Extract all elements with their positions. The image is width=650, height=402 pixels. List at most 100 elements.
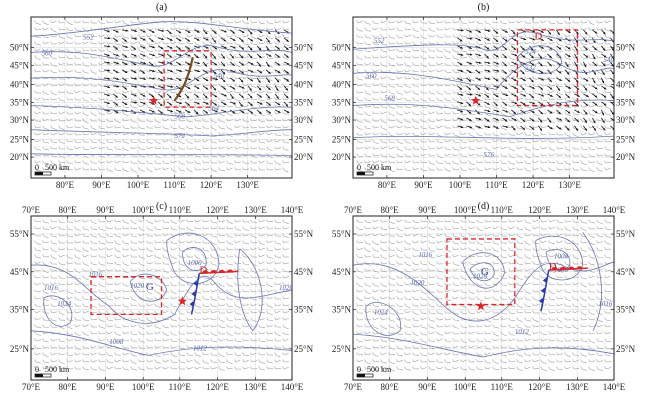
wind-barb-flag (274, 282, 277, 286)
wind-barb (405, 85, 411, 88)
wind-barb-flag (484, 20, 487, 24)
wind-barb (123, 133, 129, 136)
wind-barb-flag (356, 55, 359, 59)
wind-barb-flag (572, 55, 575, 59)
wind-barb-flag (218, 27, 221, 31)
scale-distance: 500 km (367, 163, 392, 172)
wind-barb-flag (540, 41, 543, 45)
wind-arrow-head (496, 94, 499, 98)
wind-barb (91, 127, 97, 131)
wind-barb (187, 248, 193, 251)
wind-barb-flag (218, 118, 221, 122)
wind-barb-flag (194, 125, 197, 129)
wind-barb-flag (564, 160, 567, 164)
wind-barb-flag (274, 240, 277, 244)
wind-barb (557, 120, 563, 123)
wind-barb-flag (210, 104, 213, 108)
wind-barb-flag (274, 125, 277, 129)
wind-barb (83, 249, 89, 253)
wind-arrow-head (478, 78, 481, 81)
wind-barb (219, 263, 226, 265)
wind-arrow-head (107, 54, 110, 57)
wind-barb-flag (588, 55, 591, 59)
wind-barb (541, 71, 547, 74)
wind-barb (163, 167, 169, 171)
wind-barb (541, 92, 547, 95)
wind-arrow-head (250, 111, 253, 114)
wind-barb (115, 235, 121, 238)
wind-barb-flag (138, 146, 141, 150)
wind-barb (453, 42, 459, 45)
wind-barb (533, 99, 539, 102)
wind-barb (235, 50, 241, 53)
wind-barb-flag (380, 41, 383, 45)
wind-barb-flag (500, 132, 503, 136)
wind-arrow-head (169, 38, 173, 41)
wind-barb (365, 92, 371, 95)
wind-barb-flag (580, 118, 583, 122)
wind-barb-flag (146, 317, 149, 321)
wind-barb-flag (580, 69, 583, 73)
wind-barb (429, 92, 435, 95)
wind-barb-flag (202, 310, 205, 314)
wind-barb-flag (258, 233, 261, 237)
wind-barb (59, 305, 65, 309)
wind-barb-flag (66, 282, 69, 286)
wind-barb (485, 113, 491, 117)
wind-barb-flag (202, 226, 205, 230)
wind-barb (589, 133, 595, 136)
wind-barb-flag (98, 90, 101, 94)
lon-tick-label: 130°E (558, 180, 581, 190)
wind-barb-flag (436, 55, 439, 59)
wind-arrow-head (469, 62, 472, 65)
wind-barb (469, 36, 475, 39)
wind-barb-flag (210, 48, 213, 52)
wind-barb-flag (532, 132, 535, 136)
wind-barb-flag (58, 219, 61, 223)
isoline (31, 21, 292, 37)
wind-barb-flag (412, 167, 415, 171)
wind-barb-flag (556, 55, 559, 59)
wind-barb-flag (428, 34, 431, 38)
wind-barb (227, 291, 233, 295)
wind-barb (59, 248, 65, 251)
wind-barb-flag (532, 55, 535, 59)
wind-barb-flag (508, 139, 511, 143)
wind-barb (509, 141, 516, 143)
wind-barb (469, 127, 475, 130)
wind-barb (43, 326, 50, 328)
wind-barb-flag (194, 324, 197, 328)
wind-barb (43, 92, 49, 95)
wind-barb (437, 21, 443, 24)
wind-barb-flag (258, 76, 261, 80)
wind-arrow-head (196, 86, 200, 89)
wind-barb-flag (460, 139, 463, 143)
wind-barb-flag (508, 104, 511, 108)
wind-barb-flag (34, 219, 37, 223)
wind-barb (267, 85, 273, 89)
wind-barb-flag (170, 118, 173, 122)
wind-arrow-head (115, 39, 118, 42)
wind-barb-flag (420, 139, 423, 143)
wind-barb-flag (122, 104, 125, 108)
wind-barb (605, 20, 611, 24)
wind-arrow-head (115, 70, 119, 73)
wind-barb (453, 148, 459, 151)
wind-barb (581, 169, 588, 171)
wind-barb (187, 291, 193, 295)
wind-barb (605, 167, 611, 171)
wind-arrow-head (205, 78, 209, 81)
wind-barb-flag (420, 83, 423, 87)
wind-barb (485, 98, 491, 101)
wind-barb-flag (146, 48, 149, 52)
wind-barb (203, 277, 209, 280)
wind-barb-flag (508, 34, 511, 38)
wind-barb (211, 127, 217, 131)
wind-arrow-head (478, 38, 481, 41)
wind-barb-flag (556, 153, 559, 157)
wind-barb-flag (226, 34, 229, 38)
wind-barb-flag (532, 97, 535, 101)
wind-barb-flag (356, 69, 359, 73)
wind-barb-flag (420, 27, 423, 31)
wind-barb (389, 155, 395, 159)
